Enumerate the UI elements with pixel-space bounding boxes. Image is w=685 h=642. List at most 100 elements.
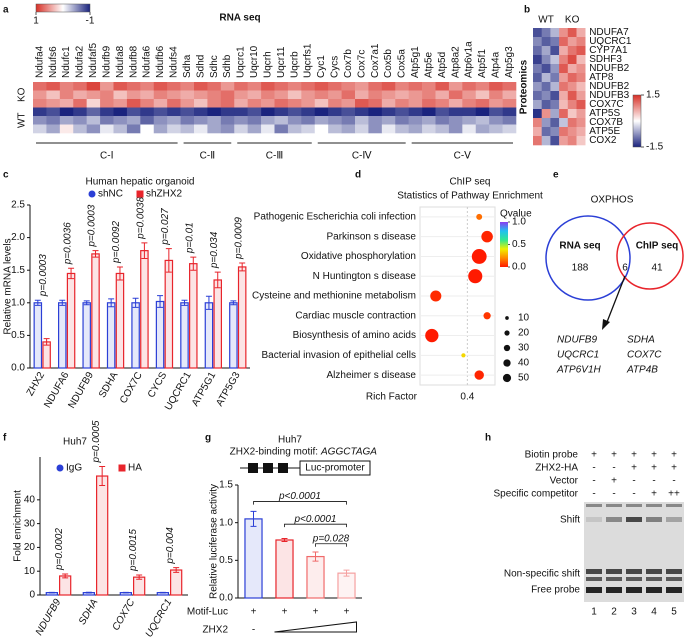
heatmap-cell: [100, 82, 114, 91]
bar: [155, 300, 165, 369]
heatmap-cell: [33, 116, 47, 125]
heatmap-cell: [381, 99, 396, 108]
row-label: ZHX2: [202, 625, 228, 636]
x-tick-label: CYCS: [146, 370, 170, 400]
heatmap-cell: [381, 90, 396, 100]
heatmap-cell: [328, 124, 342, 134]
heatmap-cell: [462, 124, 477, 134]
condition-label: KO: [17, 87, 28, 102]
heatmap-cell: [234, 116, 248, 125]
gene-label: COX7B: [589, 117, 623, 128]
heatmap-cell: [576, 91, 586, 101]
heatmap-cell: [567, 46, 577, 56]
heatmap-cell: [46, 124, 61, 134]
heatmap-cell: [368, 107, 383, 117]
heatmap-cell: [533, 28, 542, 38]
gene-label: ATP5E: [589, 126, 620, 137]
chart-title: ChIP seq: [450, 177, 491, 188]
heatmap-cell: [475, 90, 490, 100]
heatmap-cell: [261, 107, 275, 117]
venn-count: 188: [572, 263, 589, 274]
gene-label: Uqcrc1: [236, 46, 247, 78]
gene-label: Ndufa8: [115, 45, 126, 78]
heatmap-cell: [287, 107, 302, 117]
legend-label: shNC: [98, 189, 123, 200]
size-legend-label: 10: [518, 313, 530, 324]
heatmap-cell: [567, 109, 577, 119]
error-bar: [99, 466, 106, 487]
y-tick-label: 1.5: [11, 265, 25, 276]
gene-label: Ndufs4: [169, 46, 180, 78]
heatmap-cell: [247, 124, 262, 134]
heatmap-cell: [113, 124, 128, 134]
gel-band: [666, 504, 682, 507]
panel-letter: f: [3, 433, 7, 444]
gel-band: [586, 517, 602, 522]
y-tick-label: 20: [24, 542, 36, 553]
p-value: p=0.0015: [128, 529, 139, 572]
heatmap-cell: [328, 99, 342, 108]
bar: [91, 253, 100, 369]
bar: [131, 302, 140, 369]
heatmap-cell: [126, 82, 141, 91]
heatmap-cell: [274, 116, 289, 125]
gel-band: [606, 569, 622, 574]
p-value: p=0.0002: [54, 528, 65, 571]
heatmap-cell: [341, 116, 356, 125]
bubble: [474, 370, 484, 380]
venn-set-name: ChIP seq: [636, 241, 679, 252]
error-bar: [190, 256, 197, 271]
lane-sign: +: [631, 450, 637, 461]
heatmap-cell: [408, 99, 423, 108]
heatmap-cell: [341, 90, 356, 100]
heatmap-cell: [448, 82, 463, 91]
size-legend-dot: [505, 316, 509, 320]
heatmap-cell: [86, 107, 101, 117]
x-tick-label: NDUFB9: [34, 597, 64, 638]
heatmap-title: RNA seq: [219, 13, 260, 24]
heatmap-cell: [567, 91, 577, 101]
gene-label: Uqcr11: [276, 46, 287, 78]
heatmap-cell: [502, 90, 517, 100]
gene-label: Cycs: [330, 56, 341, 78]
heatmap-cell: [194, 99, 208, 108]
x-tick-label: COX7C: [118, 370, 145, 405]
heatmap-cell: [422, 99, 436, 108]
heatmap-cell: [113, 99, 128, 108]
heatmap-cell: [355, 107, 369, 117]
heatmap-cell: [567, 73, 577, 83]
heatmap-cell: [550, 118, 560, 128]
heatmap-cell: [576, 109, 586, 119]
heatmap-cell: [140, 107, 155, 117]
gene-label: NDUFA7: [589, 27, 629, 38]
venn-circle: [545, 215, 631, 301]
bar: [213, 279, 222, 369]
bar: [306, 555, 325, 599]
colorbar: [632, 94, 642, 148]
heatmap-cell: [435, 107, 450, 117]
row-sign: -: [252, 625, 255, 636]
lane-sign: +: [591, 450, 597, 461]
band-label: Free probe: [531, 585, 580, 596]
heatmap-cell: [462, 116, 477, 125]
p-value: p=0.0003: [87, 204, 98, 247]
lane-number: 2: [611, 607, 617, 618]
heatmap-cell: [167, 82, 181, 91]
heatmap-cell: [422, 124, 436, 134]
heatmap-cell: [502, 99, 517, 108]
row-label: Motif-Luc: [187, 607, 228, 618]
lane-sign: +: [611, 476, 617, 487]
gel-band: [586, 577, 602, 581]
gene-name: ATP6V1H: [556, 365, 601, 376]
error-bar: [136, 574, 143, 580]
heatmap-cell: [341, 99, 356, 108]
gel-band: [646, 569, 662, 574]
gel-band: [626, 577, 642, 581]
complex-label: C-Ⅳ: [352, 151, 373, 162]
promoter-box: [299, 460, 371, 476]
lane-sign: -: [632, 476, 635, 487]
heatmap-cell: [287, 82, 302, 91]
heatmap-cell: [314, 124, 329, 134]
y-tick-label: 2.5: [11, 200, 25, 211]
gel-band: [626, 569, 642, 574]
